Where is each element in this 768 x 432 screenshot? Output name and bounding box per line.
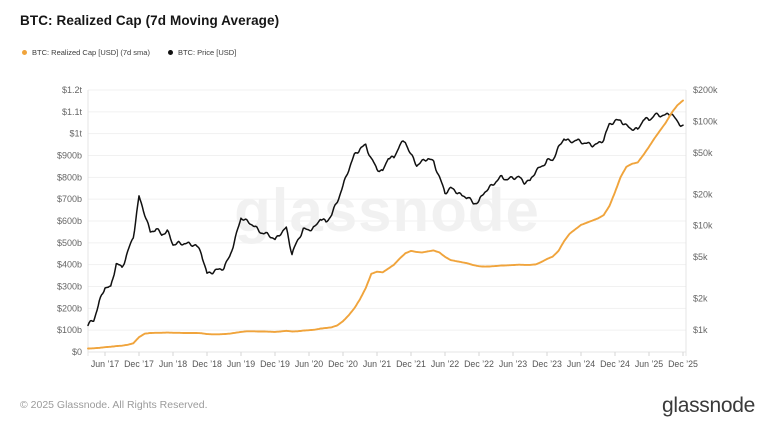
x-axis-labels: Jun ’17 Dec ’17 Jun ’18 Dec ’18 Jun ’19 Dec ’… [91,352,698,369]
legend-label-price: BTC: Price [USD] [177,48,237,57]
legend-label-realized-cap: BTC: Realized Cap [USD] (7d sma) [32,48,150,57]
legend-marker-price-icon [167,50,173,55]
svg-text:Dec ’19: Dec ’19 [260,359,290,369]
svg-text:$500b: $500b [57,238,82,248]
svg-text:$400b: $400b [57,260,82,270]
svg-text:$1t: $1t [69,129,82,139]
svg-text:Dec ’24: Dec ’24 [600,359,630,369]
chart-title: BTC: Realized Cap (7d Moving Average) [20,13,280,28]
right-axis-labels: $1k $2k $5k $10k $20k $50k $100k $200k [693,85,718,335]
svg-text:Jun ’19: Jun ’19 [227,359,255,369]
svg-text:Jun ’21: Jun ’21 [363,359,391,369]
svg-text:$200k: $200k [693,85,718,95]
svg-text:Jun ’24: Jun ’24 [567,359,595,369]
svg-text:Jun ’20: Jun ’20 [295,359,323,369]
svg-text:$600b: $600b [57,216,82,226]
svg-text:Jun ’18: Jun ’18 [159,359,187,369]
svg-text:$900b: $900b [57,151,82,161]
svg-text:Dec ’20: Dec ’20 [328,359,358,369]
copyright-text: © 2025 Glassnode. All Rights Reserved. [20,399,208,411]
legend-item-realized-cap[interactable]: BTC: Realized Cap [USD] (7d sma) [22,48,150,57]
gridlines [87,89,687,356]
glassnode-logo: glassnode [661,394,755,417]
price-line [87,112,684,327]
svg-text:$0: $0 [72,347,82,357]
svg-text:$100k: $100k [693,116,718,126]
realized-cap-line [87,99,684,350]
svg-text:$10k: $10k [693,221,713,231]
legend-item-price[interactable]: BTC: Price [USD] [167,48,237,57]
svg-text:$5k: $5k [693,252,708,262]
svg-text:Dec ’18: Dec ’18 [192,359,222,369]
svg-text:Dec ’23: Dec ’23 [532,359,562,369]
svg-text:$1.1t: $1.1t [62,107,83,117]
svg-text:$1k: $1k [693,325,708,335]
svg-text:Jun ’23: Jun ’23 [499,359,527,369]
svg-text:$20k: $20k [693,189,713,199]
svg-text:$300b: $300b [57,282,82,292]
legend-marker-realized-cap-icon [22,50,27,55]
svg-text:$100b: $100b [57,325,82,335]
legend: BTC: Realized Cap [USD] (7d sma) BTC: Pr… [22,48,236,57]
svg-text:$2k: $2k [693,294,708,304]
svg-text:Dec ’22: Dec ’22 [464,359,494,369]
svg-text:Dec ’21: Dec ’21 [396,359,426,369]
svg-text:$50k: $50k [693,148,713,158]
svg-text:Jun ’22: Jun ’22 [431,359,459,369]
svg-text:Jun ’17: Jun ’17 [91,359,119,369]
left-axis-labels: $0 $100b $200b $300b $400b $500b $600b $700b $80… [57,85,83,357]
svg-text:$1.2t: $1.2t [62,85,83,95]
svg-text:$200b: $200b [57,303,82,313]
svg-text:Jun ’25: Jun ’25 [635,359,663,369]
svg-text:$800b: $800b [57,172,82,182]
svg-text:$700b: $700b [57,194,82,204]
svg-text:Dec ’25: Dec ’25 [668,359,698,369]
svg-text:Dec ’17: Dec ’17 [124,359,154,369]
